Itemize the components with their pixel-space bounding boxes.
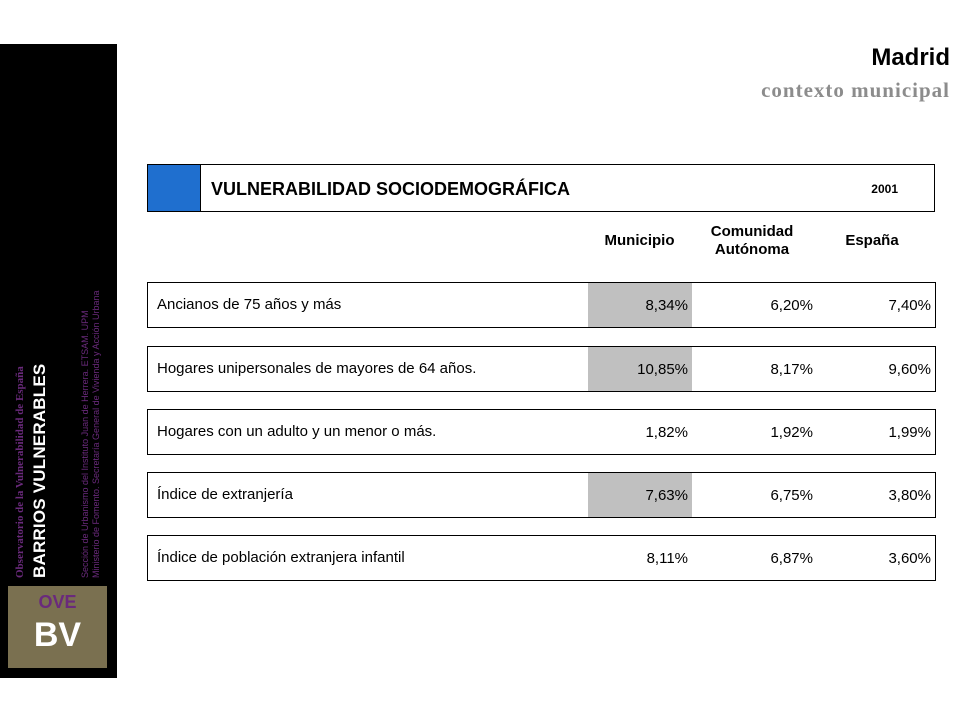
cell-espana: 3,80% [888,486,931,504]
cell-espana: 3,60% [888,549,931,567]
header-color-swatch [148,165,201,211]
column-header-municipio: Municipio [604,232,675,249]
table-row: Índice de población extranjera infantil … [147,535,936,581]
cell-municipio: 7,63% [588,473,692,517]
cell-municipio: 1,82% [645,423,688,441]
context-subtitle: contexto municipal [761,78,950,102]
column-header-espana: España [845,232,899,249]
city-title: Madrid [871,44,950,71]
barrios-vulnerables-label: BARRIOS VULNERABLES [30,363,49,578]
cell-comunidad: 1,92% [770,423,813,441]
row-label: Hogares unipersonales de mayores de 64 a… [157,360,477,377]
cell-municipio: 10,85% [588,347,692,391]
table-row: Índice de extranjería 7,63% 6,75% 3,80% [147,472,936,518]
table-row: Hogares unipersonales de mayores de 64 a… [147,346,936,392]
row-label: Hogares con un adulto y un menor o más. [157,423,437,440]
ministerio-credit: Ministerio de Fomento. Secretaría Genera… [91,290,101,579]
table-header: VULNERABILIDAD SOCIODEMOGRÁFICA 2001 [147,164,935,212]
cell-espana: 7,40% [888,296,931,314]
column-header-comunidad: Comunidad Autónoma [692,216,812,266]
cell-espana: 9,60% [888,360,931,378]
column-header-comunidad-text: Comunidad Autónoma [710,223,794,258]
table-row: Hogares con un adulto y un menor o más. … [147,409,936,455]
table-year: 2001 [871,182,898,196]
cell-comunidad: 8,17% [770,360,813,378]
cell-espana: 1,99% [888,423,931,441]
row-label: Índice de población extranjera infantil [157,549,405,566]
cell-municipio: 8,11% [646,549,688,567]
observatorio-label: Observatorio de la Vulnerabilidad de Esp… [14,366,26,578]
logo-bv-text: BV [33,616,82,654]
sidebar [0,44,117,678]
ove-bv-logo: OVE BV [8,586,107,668]
cell-municipio: 8,34% [588,283,692,327]
seccion-credit: Sección de Urbanismo del Instituto Juan … [80,310,90,578]
cell-comunidad: 6,20% [770,296,813,314]
logo-ove-text: OVE [38,592,77,612]
cell-comunidad: 6,75% [770,486,813,504]
row-label: Índice de extranjería [157,486,293,503]
table-row: Ancianos de 75 años y más 8,34% 6,20% 7,… [147,282,936,328]
table-title: VULNERABILIDAD SOCIODEMOGRÁFICA [211,179,570,199]
cell-comunidad: 6,87% [770,549,813,567]
row-label: Ancianos de 75 años y más [157,296,342,313]
